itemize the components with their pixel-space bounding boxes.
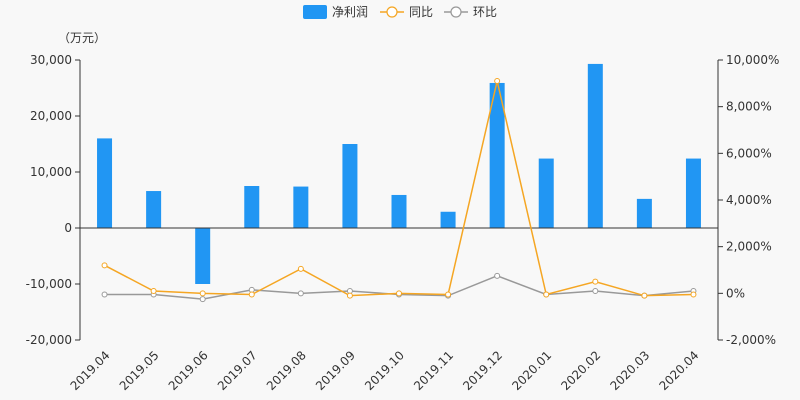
line-mom-point xyxy=(592,288,599,294)
legend-swatch-net-profit xyxy=(303,5,327,19)
line-yoy-point xyxy=(396,290,402,297)
right-axis-tick-label: 2,000% xyxy=(726,240,772,254)
x-axis-tick-label: 2019.04 xyxy=(68,348,113,393)
x-axis-tick-label: 2019.06 xyxy=(166,348,211,393)
x-axis-tick-label: 2020.01 xyxy=(509,348,554,393)
x-axis-tick-label: 2019.05 xyxy=(117,348,162,393)
left-axis-tick-label: 20,000 xyxy=(30,109,72,123)
legend-label-mom: 环比 xyxy=(473,5,497,19)
legend-label-net-profit: 净利润 xyxy=(332,5,368,19)
bar xyxy=(293,186,309,228)
legend: 净利润 同比 环比 xyxy=(303,5,497,19)
x-axis-tick-label: 2019.07 xyxy=(215,348,260,393)
bar xyxy=(391,194,407,228)
line-mom-point xyxy=(297,290,304,297)
line-yoy-point xyxy=(494,78,501,84)
bar xyxy=(636,198,652,228)
bar xyxy=(538,158,554,228)
line-mom-point xyxy=(494,272,501,279)
line-yoy-point xyxy=(641,292,648,299)
line-yoy-point xyxy=(543,291,550,298)
line-yoy-point xyxy=(690,291,697,298)
right-axis-tick-label: 10,000% xyxy=(726,53,779,67)
x-axis-tick-label: 2019.12 xyxy=(460,348,505,393)
x-axis-tick-label: 2019.09 xyxy=(313,348,358,393)
bar xyxy=(195,228,211,284)
right-axis-tick-label: 6,000% xyxy=(726,146,772,160)
bar xyxy=(685,158,701,228)
left-axis-unit-label: （万元） xyxy=(58,31,106,45)
bar xyxy=(440,211,456,228)
line-mom-point xyxy=(101,291,108,298)
x-axis-tick-label: 2020.03 xyxy=(607,348,652,393)
line-yoy-point xyxy=(101,262,108,269)
line-mom-point xyxy=(199,296,206,303)
right-axis-tick-label: -2,000% xyxy=(726,333,776,347)
line-yoy xyxy=(104,80,694,297)
bar xyxy=(146,191,162,228)
line-yoy-point xyxy=(248,291,255,298)
x-axis-tick-label: 2019.08 xyxy=(264,348,309,393)
x-axis-tick-label: 2020.02 xyxy=(558,348,603,393)
bar xyxy=(587,63,603,228)
legend-marker-mom xyxy=(450,6,462,18)
x-axis-tick-label: 2019.10 xyxy=(362,348,407,393)
bar xyxy=(489,82,505,229)
left-axis-tick-label: 10,000 xyxy=(30,165,72,179)
line-yoy-point xyxy=(445,291,452,298)
left-axis-tick-label: -20,000 xyxy=(26,333,72,347)
right-axis-tick-label: 4,000% xyxy=(726,193,772,207)
line-series xyxy=(101,78,697,303)
right-axis-tick-label: 8,000% xyxy=(726,100,772,114)
x-axis-tick-label: 2019.11 xyxy=(411,348,456,393)
left-axis-tick-label: 0 xyxy=(64,221,72,235)
left-axis-tick-label: -10,000 xyxy=(26,277,72,291)
line-yoy-point xyxy=(297,265,304,272)
left-axis-tick-label: 30,000 xyxy=(30,53,72,67)
legend-label-yoy: 同比 xyxy=(409,5,433,19)
legend-marker-yoy xyxy=(386,6,398,18)
line-yoy-point xyxy=(346,292,353,299)
x-axis-tick-label: 2020.04 xyxy=(657,348,702,393)
line-yoy-point xyxy=(199,290,206,297)
right-axis-tick-label: 0% xyxy=(726,286,745,300)
bar xyxy=(342,144,358,228)
line-yoy-point xyxy=(150,288,157,294)
bar xyxy=(244,186,260,228)
line-yoy-point xyxy=(592,278,599,285)
bar-series-net-profit xyxy=(97,63,701,284)
bar xyxy=(97,138,113,228)
